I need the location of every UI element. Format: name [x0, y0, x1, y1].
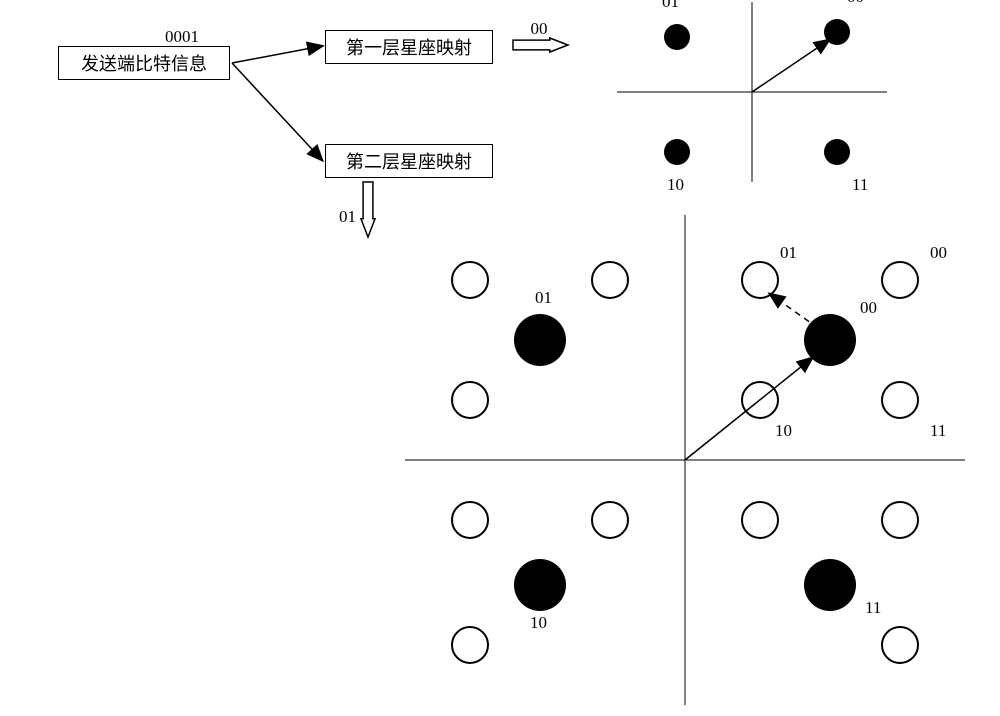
svg-text:11: 11 [852, 175, 868, 194]
svg-text:00: 00 [531, 19, 548, 38]
svg-text:10: 10 [775, 421, 792, 440]
svg-text:00: 00 [930, 243, 947, 262]
svg-text:00: 00 [860, 298, 877, 317]
svg-text:01: 01 [535, 288, 552, 307]
svg-text:01: 01 [662, 0, 679, 11]
svg-text:01: 01 [780, 243, 797, 262]
diagram-svg: 00 01 01 00 10 11 01 00 10 11 01 00 10 11 [0, 0, 1000, 716]
svg-text:00: 00 [847, 0, 864, 6]
diagram-canvas: 发送端比特信息 第一层星座映射 第二层星座映射 0001 00010100101… [0, 0, 1000, 716]
svg-text:10: 10 [667, 175, 684, 194]
svg-text:11: 11 [865, 598, 881, 617]
svg-text:10: 10 [530, 613, 547, 632]
svg-text:01: 01 [339, 207, 356, 226]
svg-text:11: 11 [930, 421, 946, 440]
